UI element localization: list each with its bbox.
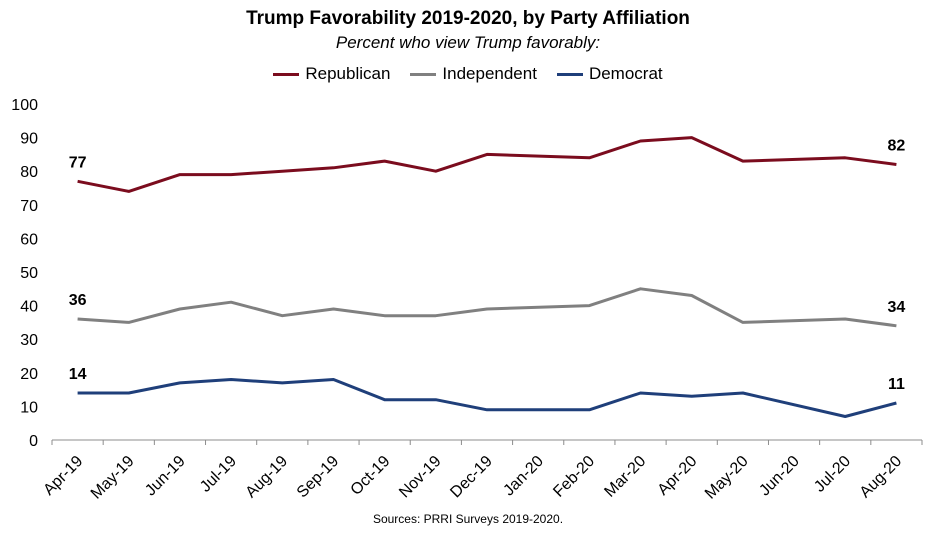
y-tick-label: 70 [20, 198, 38, 215]
legend-label-republican: Republican [305, 64, 391, 83]
y-tick-label: 30 [20, 332, 38, 349]
data-label: 14 [69, 366, 87, 383]
chart-subtitle: Percent who view Trump favorably: [335, 33, 601, 52]
x-tick-label: Apr-19 [40, 453, 86, 499]
x-tick-label: May-20 [702, 453, 752, 503]
series-line-independent [77, 287, 897, 328]
x-tick-label: May-19 [88, 453, 138, 503]
data-label: 82 [888, 137, 906, 154]
y-tick-label: 40 [20, 299, 38, 316]
y-tick-label: 80 [20, 164, 38, 181]
y-tick-label: 60 [20, 231, 38, 248]
x-tick-label: Jan-20 [500, 453, 547, 500]
x-tick-label: Aug-19 [243, 453, 292, 502]
x-tick-label: Jun-19 [142, 453, 189, 500]
series-line-republican [77, 136, 897, 193]
source-note: Sources: PRRI Surveys 2019-2020. [372, 512, 564, 526]
x-tick-label: Jul-19 [197, 453, 240, 496]
legend-swatch-democrat [556, 72, 583, 76]
legend-item-democrat: Democrat [556, 64, 663, 84]
series-line-democrat [77, 378, 897, 418]
legend: Republican Independent Democrat [0, 64, 936, 84]
legend-item-republican: Republican [273, 64, 390, 84]
y-tick-label: 0 [29, 433, 38, 450]
x-tick-label: Nov-19 [396, 453, 445, 502]
data-label: 34 [888, 299, 906, 316]
legend-item-independent: Independent [410, 64, 537, 84]
y-tick-label: 10 [20, 399, 38, 416]
legend-label-democrat: Democrat [588, 64, 663, 83]
x-tick-label: Feb-20 [550, 453, 598, 501]
y-tick-label: 20 [20, 366, 38, 383]
data-label: 11 [888, 376, 905, 393]
chart-title: Trump Favorability 2019-2020, by Party A… [246, 8, 690, 29]
data-label: 36 [69, 292, 87, 309]
x-tick-label: Apr-20 [655, 453, 701, 499]
legend-swatch-republican [273, 72, 300, 76]
y-tick-label: 100 [11, 97, 38, 114]
y-tick-label: 90 [20, 131, 38, 148]
x-tick-label: Jul-20 [811, 453, 854, 496]
legend-label-independent: Independent [442, 64, 537, 83]
legend-swatch-independent [410, 72, 437, 76]
data-label: 77 [69, 154, 87, 171]
x-tick-label: Dec-19 [447, 453, 496, 502]
x-tick-label: Oct-19 [348, 453, 394, 499]
x-tick-label: Mar-20 [601, 453, 649, 501]
x-tick-label: Sep-19 [294, 453, 343, 502]
x-tick-label: Jun-20 [756, 453, 803, 500]
y-tick-label: 50 [20, 265, 38, 282]
x-tick-label: Aug-20 [857, 453, 906, 502]
